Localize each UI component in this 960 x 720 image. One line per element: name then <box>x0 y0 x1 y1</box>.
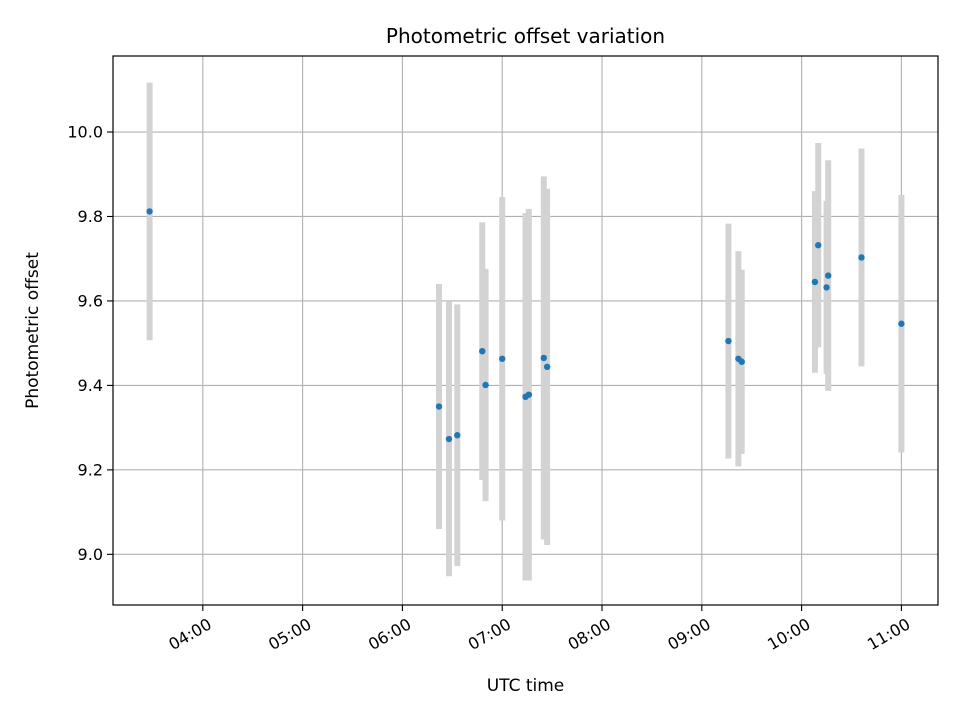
data-point <box>525 391 533 398</box>
y-tick-label: 9.2 <box>78 460 103 479</box>
data-point <box>725 337 732 345</box>
data-point <box>811 278 819 286</box>
data-point <box>540 354 547 362</box>
data-point <box>499 355 506 362</box>
y-tick-label: 9.6 <box>78 291 103 310</box>
data-point <box>445 435 453 443</box>
data-point <box>825 272 832 279</box>
plot-area-frame <box>112 55 939 606</box>
data-point <box>435 403 443 410</box>
data-point <box>823 284 830 291</box>
y-tick-label: 9.8 <box>78 207 103 226</box>
y-axis-ticks: 9.0 9.2 9.4 9.6 9.8 10.0 <box>67 123 113 564</box>
data-point <box>898 320 905 327</box>
data-point <box>454 432 461 439</box>
y-tick-label: 9.0 <box>78 545 103 564</box>
data-point <box>482 381 489 389</box>
data-point <box>146 208 153 215</box>
y-tick-label: 10.0 <box>67 123 103 142</box>
data-point <box>738 358 745 365</box>
y-axis-label: Photometric offset <box>23 252 43 409</box>
x-axis-label: UTC time <box>487 676 565 696</box>
data-point <box>858 254 865 261</box>
data-points <box>146 208 905 443</box>
chart-title: Photometric offset variation <box>386 24 665 48</box>
data-point <box>543 363 551 371</box>
data-point <box>479 347 486 355</box>
data-point <box>815 241 822 249</box>
y-tick-label: 9.4 <box>78 376 103 395</box>
